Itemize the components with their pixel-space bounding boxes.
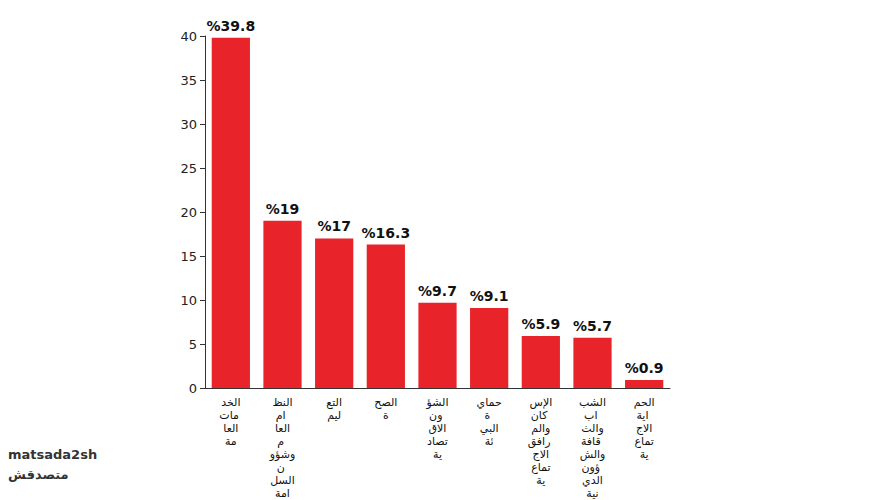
svg-text:امة: امة — [275, 487, 290, 500]
svg-text:%5.7: %5.7 — [573, 318, 612, 334]
svg-text:الاج: الاج — [636, 422, 652, 435]
svg-text:الخد: الخد — [221, 396, 240, 409]
svg-text:الاج: الاج — [533, 448, 549, 461]
svg-text:السل: السل — [270, 474, 295, 487]
svg-text:حماي: حماي — [477, 396, 502, 409]
svg-text:10: 10 — [180, 293, 197, 308]
svg-text:الدي: الدي — [582, 474, 603, 487]
svg-text:مة: مة — [225, 435, 237, 448]
svg-text:وشؤو: وشؤو — [269, 448, 296, 461]
svg-text:%39.8: %39.8 — [207, 18, 256, 34]
svg-text:0: 0 — [189, 381, 197, 396]
svg-text:والث: والث — [581, 422, 604, 435]
svg-text:العا: العا — [275, 422, 290, 435]
svg-text:35: 35 — [180, 73, 197, 88]
svg-text:اب: اب — [584, 409, 601, 422]
svg-text:ة: ة — [485, 409, 494, 422]
svg-text:تماع: تماع — [634, 435, 653, 448]
svg-text:الشؤ: الشؤ — [426, 396, 449, 409]
svg-text:الحم: الحم — [634, 396, 655, 409]
svg-text:30: 30 — [180, 117, 197, 132]
svg-text:م: م — [277, 435, 287, 448]
svg-text:%19: %19 — [266, 201, 300, 217]
svg-text:ام: ام — [276, 409, 289, 422]
svg-text:25: 25 — [180, 161, 197, 176]
svg-text:ة: ة — [383, 409, 389, 422]
svg-text:%17: %17 — [317, 218, 351, 234]
svg-text:ية: ية — [640, 448, 649, 461]
svg-text:%5.9: %5.9 — [521, 316, 560, 332]
svg-text:التع: التع — [326, 396, 342, 409]
svg-text:قافة: قافة — [581, 435, 604, 448]
svg-text:5: 5 — [189, 337, 197, 352]
svg-text:النظ: النظ — [272, 396, 292, 409]
svg-text:كان: كان — [531, 409, 551, 422]
svg-text:ية: ية — [433, 448, 442, 461]
svg-text:متصدقش: متصدقش — [8, 467, 69, 482]
svg-text:والم: والم — [531, 422, 550, 435]
svg-text:%0.9: %0.9 — [625, 360, 664, 376]
svg-text:والش: والش — [580, 448, 606, 461]
svg-text:ليم: ليم — [327, 409, 341, 422]
svg-text:%16.3: %16.3 — [362, 225, 411, 241]
svg-text:الاق: الاق — [429, 422, 447, 435]
svg-text:ن: ن — [277, 461, 289, 474]
svg-text:%9.7: %9.7 — [418, 283, 457, 299]
svg-text:العا: العا — [223, 422, 238, 435]
svg-text:نية: نية — [586, 487, 598, 500]
svg-text:20: 20 — [180, 205, 197, 220]
svg-text:40: 40 — [180, 29, 197, 44]
svg-text:رافق: رافق — [528, 435, 554, 449]
svg-text:تماع: تماع — [531, 461, 550, 474]
svg-text:مات: مات — [219, 409, 242, 422]
svg-text:matsada2sh: matsada2sh — [8, 447, 97, 462]
svg-text:الشب: الشب — [579, 396, 606, 409]
svg-text:15: 15 — [180, 249, 197, 264]
svg-text:البي: البي — [480, 422, 499, 435]
svg-text:ون: ون — [429, 409, 446, 422]
svg-text:الصح: الصح — [374, 396, 397, 409]
svg-text:ية: ية — [536, 474, 545, 487]
svg-text:اية: اية — [636, 409, 652, 422]
svg-text:تصاد: تصاد — [427, 435, 448, 448]
svg-text:ئة: ئة — [485, 435, 494, 448]
svg-text:ؤون: ؤون — [581, 461, 603, 474]
svg-text:الإس: الإس — [529, 396, 552, 409]
svg-text:%9.1: %9.1 — [470, 288, 509, 304]
